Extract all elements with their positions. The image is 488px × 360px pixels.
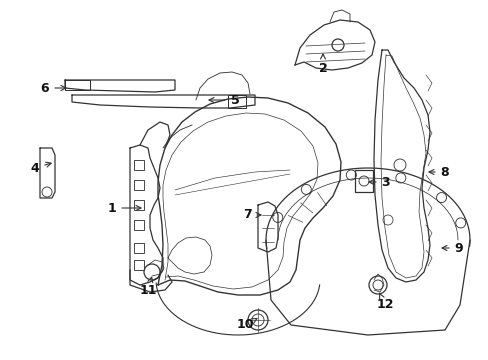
Text: 11: 11 bbox=[139, 277, 157, 297]
Bar bbox=[134, 260, 143, 270]
Text: 8: 8 bbox=[428, 166, 448, 179]
Bar bbox=[65, 80, 90, 90]
Bar bbox=[134, 243, 143, 253]
Bar bbox=[134, 180, 143, 190]
Text: 1: 1 bbox=[107, 202, 141, 215]
Text: 10: 10 bbox=[236, 319, 257, 332]
Bar bbox=[134, 160, 143, 170]
Bar bbox=[354, 170, 372, 192]
Bar bbox=[134, 220, 143, 230]
Bar bbox=[227, 95, 245, 108]
Text: 6: 6 bbox=[41, 81, 66, 94]
Text: 9: 9 bbox=[441, 242, 462, 255]
Text: 3: 3 bbox=[368, 175, 389, 189]
Bar bbox=[134, 200, 143, 210]
Text: 7: 7 bbox=[242, 208, 261, 221]
Text: 4: 4 bbox=[31, 162, 51, 175]
Text: 12: 12 bbox=[375, 293, 393, 311]
Text: 5: 5 bbox=[208, 94, 239, 107]
Text: 2: 2 bbox=[318, 54, 326, 75]
